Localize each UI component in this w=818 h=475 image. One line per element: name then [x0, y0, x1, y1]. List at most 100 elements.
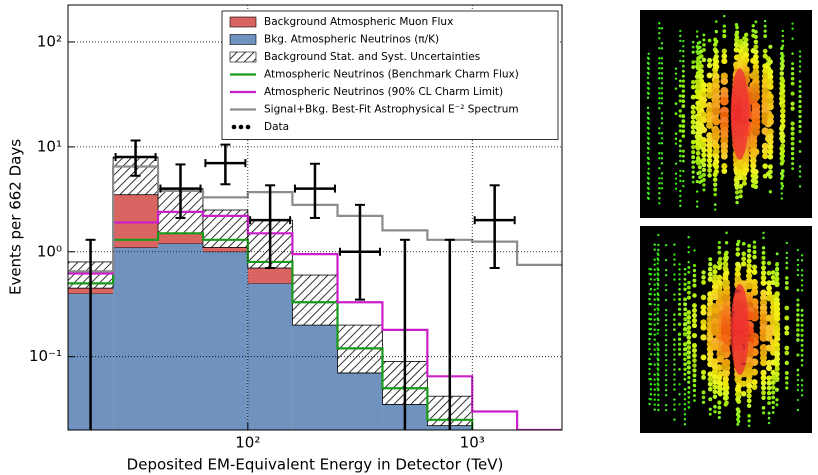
event-hit [766, 385, 772, 391]
event-hit [658, 182, 661, 185]
event-hit [706, 121, 714, 129]
event-hit [647, 137, 650, 140]
event-hit [683, 352, 687, 357]
event-hit [678, 273, 681, 276]
event-hit [717, 256, 723, 262]
event-hit [745, 282, 753, 290]
event-hit [682, 342, 687, 347]
event-hit [767, 148, 774, 155]
event-hit [678, 352, 682, 356]
event-hit [678, 263, 681, 266]
event-hit [674, 137, 678, 140]
event-hit [664, 268, 668, 272]
event-hit [700, 126, 708, 134]
event-hit [653, 273, 656, 276]
event-hit [711, 293, 719, 301]
event-hit [664, 298, 668, 302]
event-hit [683, 362, 687, 366]
event-hit [796, 408, 800, 412]
event-hit [717, 400, 722, 405]
event-hit [800, 353, 804, 357]
event-hit [693, 249, 696, 252]
event-hit [701, 172, 706, 177]
event-hit [796, 313, 800, 317]
event-hit [759, 333, 768, 342]
plot-frame [67, 4, 563, 431]
event-hit [781, 184, 785, 188]
event-hit [771, 411, 775, 414]
legend-label: Signal+Bkg. Best-Fit Astrophysical E⁻² S… [264, 104, 519, 116]
event-hit [790, 141, 795, 146]
event-hit [716, 355, 724, 363]
event-hit [700, 369, 707, 375]
event-hit [765, 290, 773, 297]
event-hit [687, 290, 691, 295]
event-hit [674, 72, 678, 75]
event-hit [743, 47, 749, 53]
event-hit [796, 303, 800, 307]
event-hit [678, 367, 681, 371]
event-hit [683, 347, 687, 352]
event-hit [657, 368, 660, 372]
event-hit [766, 270, 772, 276]
event-hit [767, 396, 772, 401]
event-hit [681, 104, 686, 109]
event-hit [658, 37, 661, 40]
event-hit [741, 40, 747, 46]
event-hit [678, 124, 682, 128]
event-hit [741, 261, 747, 267]
event-hit [690, 144, 696, 150]
event-hit [674, 77, 678, 80]
legend-swatch [238, 124, 244, 130]
event-hit [700, 319, 707, 326]
legend-label: Atmospheric Neutrinos (90% CL Charm Limi… [264, 86, 503, 98]
event-hit [701, 400, 706, 405]
event-hit [656, 287, 659, 290]
event-hit [706, 142, 713, 149]
event-hit [673, 363, 676, 366]
event-hit [679, 169, 682, 173]
event-hit [746, 253, 752, 259]
event-hit [707, 376, 713, 382]
event-hit [683, 393, 687, 396]
event-hit [647, 87, 650, 90]
event-hit [708, 407, 712, 411]
event-hit [722, 24, 726, 28]
event-hit [657, 318, 660, 322]
event-hit [660, 122, 664, 125]
event-hit [766, 285, 772, 292]
event-hit [766, 260, 772, 266]
event-hit [673, 298, 676, 301]
event-hit [686, 345, 691, 350]
y-axis-label: Events per 662 Days [7, 139, 25, 295]
uncertainty-band [517, 462, 562, 475]
event-hit [658, 202, 661, 205]
event-hit [692, 363, 697, 368]
event-hit [780, 197, 783, 200]
event-hit [647, 157, 650, 160]
event-hit [702, 38, 706, 42]
event-hit [800, 313, 804, 317]
event-hit [647, 147, 650, 150]
event-hit [678, 283, 681, 286]
event-hit [785, 386, 789, 390]
event-hit [691, 317, 698, 324]
event-hit [648, 292, 651, 296]
event-hit [798, 104, 802, 109]
event-hit [683, 312, 688, 317]
event-hit [714, 20, 718, 23]
event-hit [800, 348, 804, 352]
event-hit [800, 279, 804, 282]
event-hit [784, 305, 790, 311]
event-hit [800, 318, 804, 322]
event-hit [653, 258, 656, 261]
event-hit [706, 87, 713, 94]
event-hit [657, 283, 660, 287]
event-hit [653, 373, 656, 376]
event-hit [701, 374, 706, 380]
event-hit [784, 285, 789, 290]
event-hit [712, 177, 718, 182]
event-hit [691, 312, 698, 319]
event-hit [742, 166, 750, 174]
event-hit [673, 358, 676, 361]
